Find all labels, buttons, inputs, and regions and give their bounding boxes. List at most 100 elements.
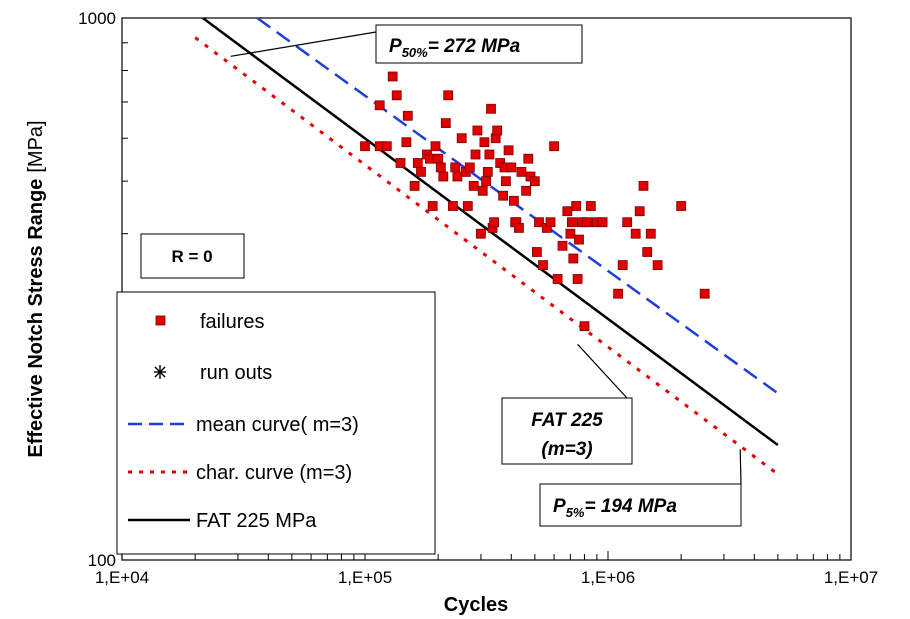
failure-point — [401, 137, 412, 148]
y-axis-title-main: Effective Notch Stress Range — [25, 179, 47, 458]
failure-point — [516, 166, 527, 177]
annotation-p5: P5%= 194 MPa — [539, 483, 742, 527]
failure-point — [464, 162, 475, 173]
failure-point — [676, 201, 687, 211]
failure-point — [470, 149, 481, 160]
failure-point — [529, 176, 540, 187]
failure-point — [503, 145, 514, 156]
annotation-r: R = 0 — [140, 233, 245, 279]
x-tick-label-2: 1,E+06 — [581, 568, 635, 587]
annotation-fat-box — [501, 397, 633, 465]
failure-point — [450, 162, 461, 173]
annotation-p50-rest: = 272 MPa — [428, 36, 521, 57]
legend-label-fat: FAT 225 MPa — [196, 510, 317, 532]
failure-point — [477, 185, 488, 196]
x-tick-label-3: 1,E+07 — [824, 568, 878, 587]
failure-point — [416, 166, 426, 177]
failure-point — [412, 158, 423, 168]
failure-point — [402, 110, 413, 121]
failure-point — [440, 118, 451, 128]
annotation-fat-line2: (m=3) — [541, 439, 592, 460]
failure-point — [498, 190, 509, 201]
legend-label-char: char. curve (m=3) — [196, 462, 352, 484]
annotation-p5-rest: = 194 MPa — [584, 496, 677, 517]
failure-point — [387, 71, 398, 82]
failure-point — [456, 133, 467, 144]
failure-point — [424, 153, 435, 164]
failure-point — [391, 90, 402, 101]
failure-point — [360, 141, 370, 152]
failure-point — [613, 288, 623, 299]
failure-point — [571, 201, 582, 211]
failure-point — [579, 321, 590, 332]
failure-point — [484, 149, 495, 160]
callout-leader-0 — [230, 31, 377, 57]
failure-points — [360, 71, 710, 332]
failure-point — [622, 217, 633, 228]
annotation-p50-box — [375, 24, 583, 64]
failure-point — [565, 228, 576, 239]
failure-point — [568, 253, 579, 264]
legend-label-failures: failures — [200, 311, 264, 333]
failure-point — [634, 206, 645, 217]
failure-point — [452, 171, 463, 182]
callout-leader-2 — [739, 449, 742, 485]
failure-point — [462, 201, 473, 211]
failure-point — [381, 141, 392, 152]
failure-point — [472, 125, 483, 136]
annotation-r-text: R = 0 — [171, 247, 212, 266]
failure-point — [514, 222, 524, 233]
failure-point — [438, 171, 449, 182]
annotation-p50-text: P50%= 272 MPa — [389, 36, 521, 60]
failure-point — [475, 228, 486, 239]
annotation-p5-sub: 5% — [566, 505, 585, 520]
failure-point — [481, 176, 492, 187]
failure-point — [489, 217, 500, 228]
failure-point — [534, 217, 544, 228]
callout-leader-1 — [577, 343, 628, 399]
annotation-p50-sub: 50% — [402, 45, 428, 60]
failure-point — [486, 103, 496, 114]
annotation-p50-main: P — [389, 36, 402, 57]
axis-tick-labels: 1,E+04 1,E+05 1,E+06 1,E+07 100 1000 — [78, 9, 878, 587]
failure-point — [538, 260, 548, 271]
legend-marker-runouts — [154, 365, 166, 379]
y-tick-label-1: 1000 — [78, 9, 116, 28]
y-tick-label-0: 100 — [88, 551, 116, 570]
failure-point — [506, 162, 517, 173]
legend-marker-failures — [155, 315, 166, 326]
failure-point — [435, 162, 446, 173]
annotation-fat: FAT 225 (m=3) — [501, 397, 633, 465]
y-axis-title: Effective Notch Stress Range [MPa] — [25, 120, 47, 457]
failure-point — [482, 166, 493, 177]
failure-point — [374, 100, 385, 111]
x-tick-label-1: 1,E+05 — [338, 568, 392, 587]
failure-point — [642, 247, 653, 257]
failure-point — [699, 288, 710, 299]
failure-point — [409, 180, 420, 191]
failure-point — [521, 185, 531, 196]
curve-3 — [194, 36, 779, 476]
failure-point — [562, 206, 573, 217]
annotation-p5-text: P5%= 194 MPa — [553, 496, 677, 520]
failure-point — [532, 247, 542, 257]
failure-point — [492, 125, 503, 136]
failure-point — [433, 153, 444, 164]
failure-point — [479, 137, 490, 148]
failure-point — [447, 201, 458, 211]
annotation-p5-box — [539, 483, 742, 527]
failure-point — [630, 228, 641, 239]
failure-point — [427, 201, 438, 211]
callout-leaders — [230, 31, 742, 485]
y-axis-title-unit: [MPa] — [25, 120, 47, 172]
annotation-r-box — [140, 233, 245, 279]
failure-point — [574, 234, 584, 245]
failure-point — [597, 217, 608, 228]
x-tick-label-0: 1,E+04 — [95, 568, 149, 587]
failure-point — [549, 141, 559, 152]
failure-point — [508, 195, 519, 206]
annotation-fat-line1: FAT 225 — [531, 410, 603, 431]
failure-point — [443, 90, 454, 101]
failure-point — [552, 274, 563, 284]
